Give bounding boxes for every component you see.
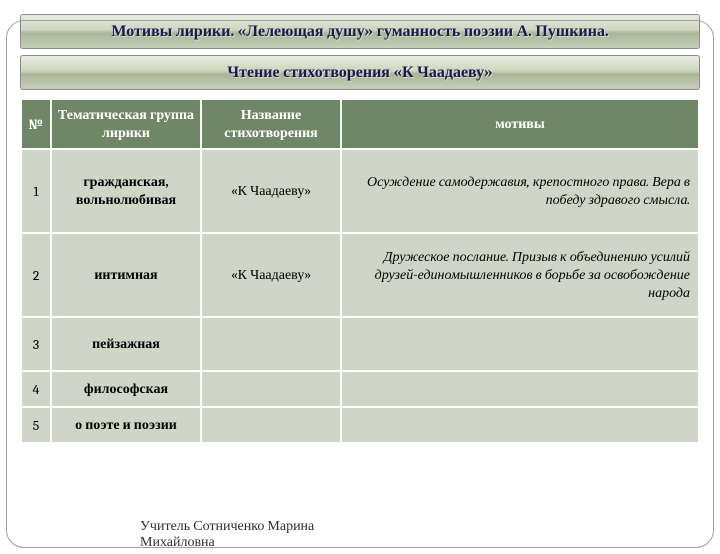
footer-line-2: Михайловна bbox=[140, 534, 314, 550]
slide-border bbox=[6, 20, 714, 548]
footer-author: Учитель Сотниченко Марина Михайловна bbox=[140, 518, 314, 550]
footer-line-1: Учитель Сотниченко Марина bbox=[140, 518, 314, 534]
